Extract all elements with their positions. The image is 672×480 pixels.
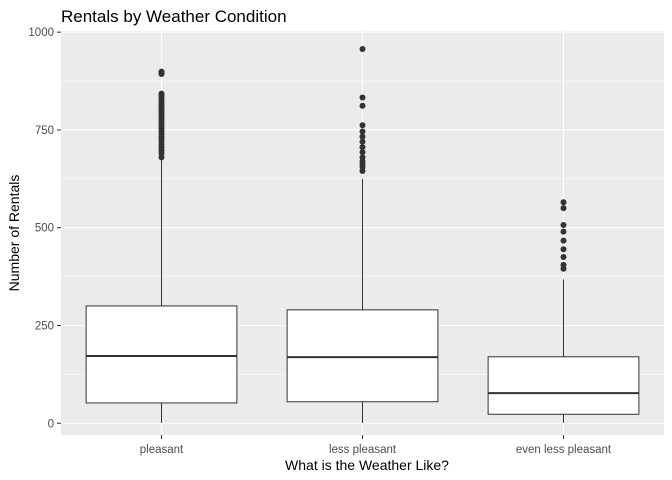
x-tick-label: even less pleasant: [516, 444, 612, 456]
outlier-point: [560, 261, 567, 268]
outlier-point: [560, 246, 567, 253]
outlier-point: [560, 221, 567, 228]
outlier-point: [359, 149, 366, 156]
x-tick-label: pleasant: [140, 444, 184, 456]
box-pleasant: [85, 68, 238, 423]
outlier-point: [560, 254, 567, 261]
y-axis-title: Number of Rentals: [6, 175, 22, 292]
iqr-box: [286, 309, 439, 403]
x-tick-label: less pleasant: [329, 444, 397, 456]
outlier-point: [359, 128, 366, 135]
y-tick-label: 1000: [28, 27, 54, 39]
outlier-point: [359, 102, 366, 109]
y-tick-label: 500: [35, 223, 54, 235]
y-tick-label: 0: [48, 418, 54, 430]
outlier-point: [158, 90, 165, 97]
iqr-box: [85, 305, 238, 404]
outlier-point: [359, 122, 366, 129]
outlier-point: [359, 144, 366, 151]
x-axis-title: What is the Weather Like?: [285, 457, 449, 473]
box-less-pleasant: [286, 45, 439, 423]
outlier-point: [359, 94, 366, 101]
box-even-less-pleasant: [487, 199, 640, 423]
outlier-point: [359, 133, 366, 140]
outlier-point: [158, 68, 165, 75]
outlier-point: [560, 205, 567, 212]
y-tick-label: 750: [35, 125, 54, 137]
outlier-point: [560, 228, 567, 235]
chart-title: Rentals by Weather Condition: [61, 7, 287, 26]
outlier-point: [359, 138, 366, 145]
y-axis: 0 250 500 750 1000: [28, 27, 61, 430]
outlier-point: [359, 45, 366, 52]
outlier-point: [560, 237, 567, 244]
outlier-point: [359, 154, 366, 161]
boxes-layer: [85, 45, 640, 423]
x-axis: pleasant less pleasant even less pleasant: [140, 435, 612, 456]
y-tick-label: 250: [35, 320, 54, 332]
iqr-box: [487, 356, 640, 415]
outlier-point: [560, 199, 567, 206]
